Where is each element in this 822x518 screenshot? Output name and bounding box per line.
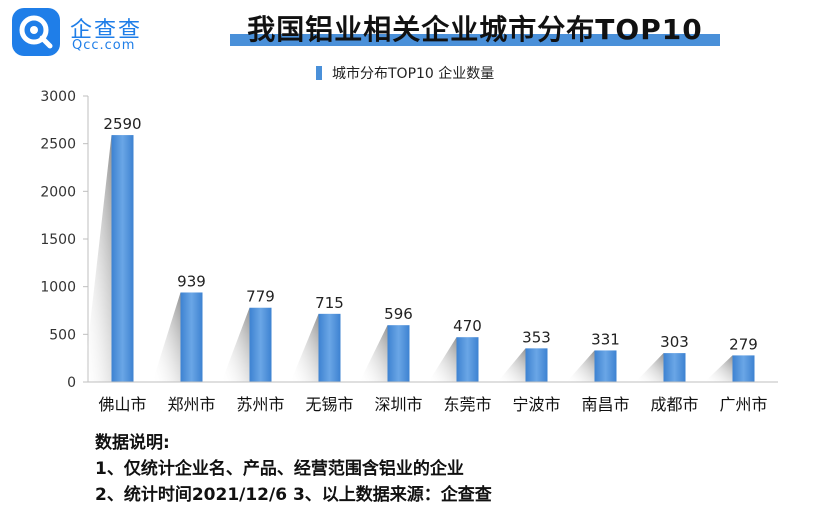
data-label: 331 bbox=[591, 330, 620, 348]
logo-name: 企查查 bbox=[70, 18, 143, 43]
bar bbox=[318, 313, 341, 382]
y-tick-label: 3000 bbox=[40, 89, 76, 105]
bar-shadow bbox=[497, 348, 526, 382]
bar bbox=[249, 307, 272, 382]
bar bbox=[387, 325, 410, 382]
x-tick-label: 广州市 bbox=[719, 395, 767, 414]
x-tick-label: 无锡市 bbox=[305, 395, 353, 414]
y-axis: 0 500 1000 1500 2000 2500 3000 bbox=[40, 89, 89, 391]
data-notes: 数据说明: 1、仅统计企业名、产品、经营范围含铝业的企业 2、统计时间2021/… bbox=[95, 430, 492, 508]
chart-legend: 城市分布TOP10 企业数量 bbox=[316, 63, 494, 83]
x-tick-label: 南昌市 bbox=[581, 395, 629, 414]
y-tick-label: 1000 bbox=[40, 280, 76, 296]
bar-shadow bbox=[566, 350, 595, 382]
data-label: 939 bbox=[177, 272, 206, 290]
data-label: 303 bbox=[660, 333, 689, 351]
chart-title-block: 我国铝业相关企业城市分布TOP10 bbox=[180, 8, 770, 50]
bar bbox=[111, 135, 134, 382]
x-tick-label: 宁波市 bbox=[512, 395, 560, 414]
bar-chart: 0 500 1000 1500 2000 2500 3000 2590 939 779 715 59… bbox=[40, 89, 778, 414]
bar-shadow bbox=[83, 135, 112, 382]
chart-title: 我国铝业相关企业城市分布TOP10 bbox=[247, 13, 703, 46]
y-tick-label: 0 bbox=[67, 375, 76, 391]
data-label: 2590 bbox=[103, 115, 141, 133]
bar-shadow bbox=[221, 307, 250, 382]
y-tick-label: 500 bbox=[49, 327, 76, 343]
bar bbox=[732, 355, 755, 382]
bar-shadow bbox=[152, 292, 181, 382]
x-tick-label: 深圳市 bbox=[374, 395, 422, 414]
data-label: 353 bbox=[522, 328, 551, 346]
y-tick-label: 1500 bbox=[40, 232, 76, 248]
bar bbox=[594, 350, 617, 382]
y-tick-label: 2000 bbox=[40, 184, 76, 200]
bar-shadow bbox=[290, 313, 319, 382]
bar-shadows bbox=[83, 135, 733, 382]
x-tick-label: 东莞市 bbox=[443, 395, 491, 414]
bar-shadow bbox=[428, 337, 457, 382]
bars bbox=[111, 135, 755, 382]
qcc-logo-icon bbox=[12, 8, 60, 56]
data-labels: 2590 939 779 715 596 470 353 331 303 279 bbox=[103, 115, 757, 353]
x-tick-label: 成都市 bbox=[650, 395, 698, 414]
bar bbox=[525, 348, 548, 382]
logo-domain: Qcc.com bbox=[72, 38, 136, 53]
bar bbox=[456, 337, 479, 382]
data-label: 779 bbox=[246, 288, 275, 306]
x-tick-label: 苏州市 bbox=[236, 395, 284, 414]
notes-heading: 数据说明: bbox=[95, 433, 170, 453]
bar-shadow bbox=[635, 353, 664, 382]
bar bbox=[180, 292, 203, 382]
company-logo: 企查查 Qcc.com bbox=[12, 8, 172, 58]
y-tick-label: 2500 bbox=[40, 137, 76, 153]
notes-line-2: 2、统计时间2021/12/6 3、以上数据来源：企查查 bbox=[95, 485, 492, 505]
legend-swatch bbox=[316, 66, 322, 80]
data-label: 596 bbox=[384, 305, 413, 323]
data-label: 470 bbox=[453, 317, 482, 335]
x-axis: 佛山市 郑州市 苏州市 无锡市 深圳市 东莞市 宁波市 南昌市 成都市 广州市 bbox=[88, 381, 778, 414]
title-underline bbox=[230, 34, 720, 46]
bar bbox=[663, 353, 686, 382]
bar-shadow bbox=[704, 355, 733, 382]
notes-line-1: 1、仅统计企业名、产品、经营范围含铝业的企业 bbox=[95, 459, 464, 479]
bar-shadow bbox=[359, 325, 388, 382]
x-tick-label: 郑州市 bbox=[167, 395, 215, 414]
x-tick-label: 佛山市 bbox=[98, 395, 146, 414]
data-label: 279 bbox=[729, 335, 758, 353]
legend-label: 城市分布TOP10 企业数量 bbox=[332, 66, 495, 82]
data-label: 715 bbox=[315, 294, 344, 312]
